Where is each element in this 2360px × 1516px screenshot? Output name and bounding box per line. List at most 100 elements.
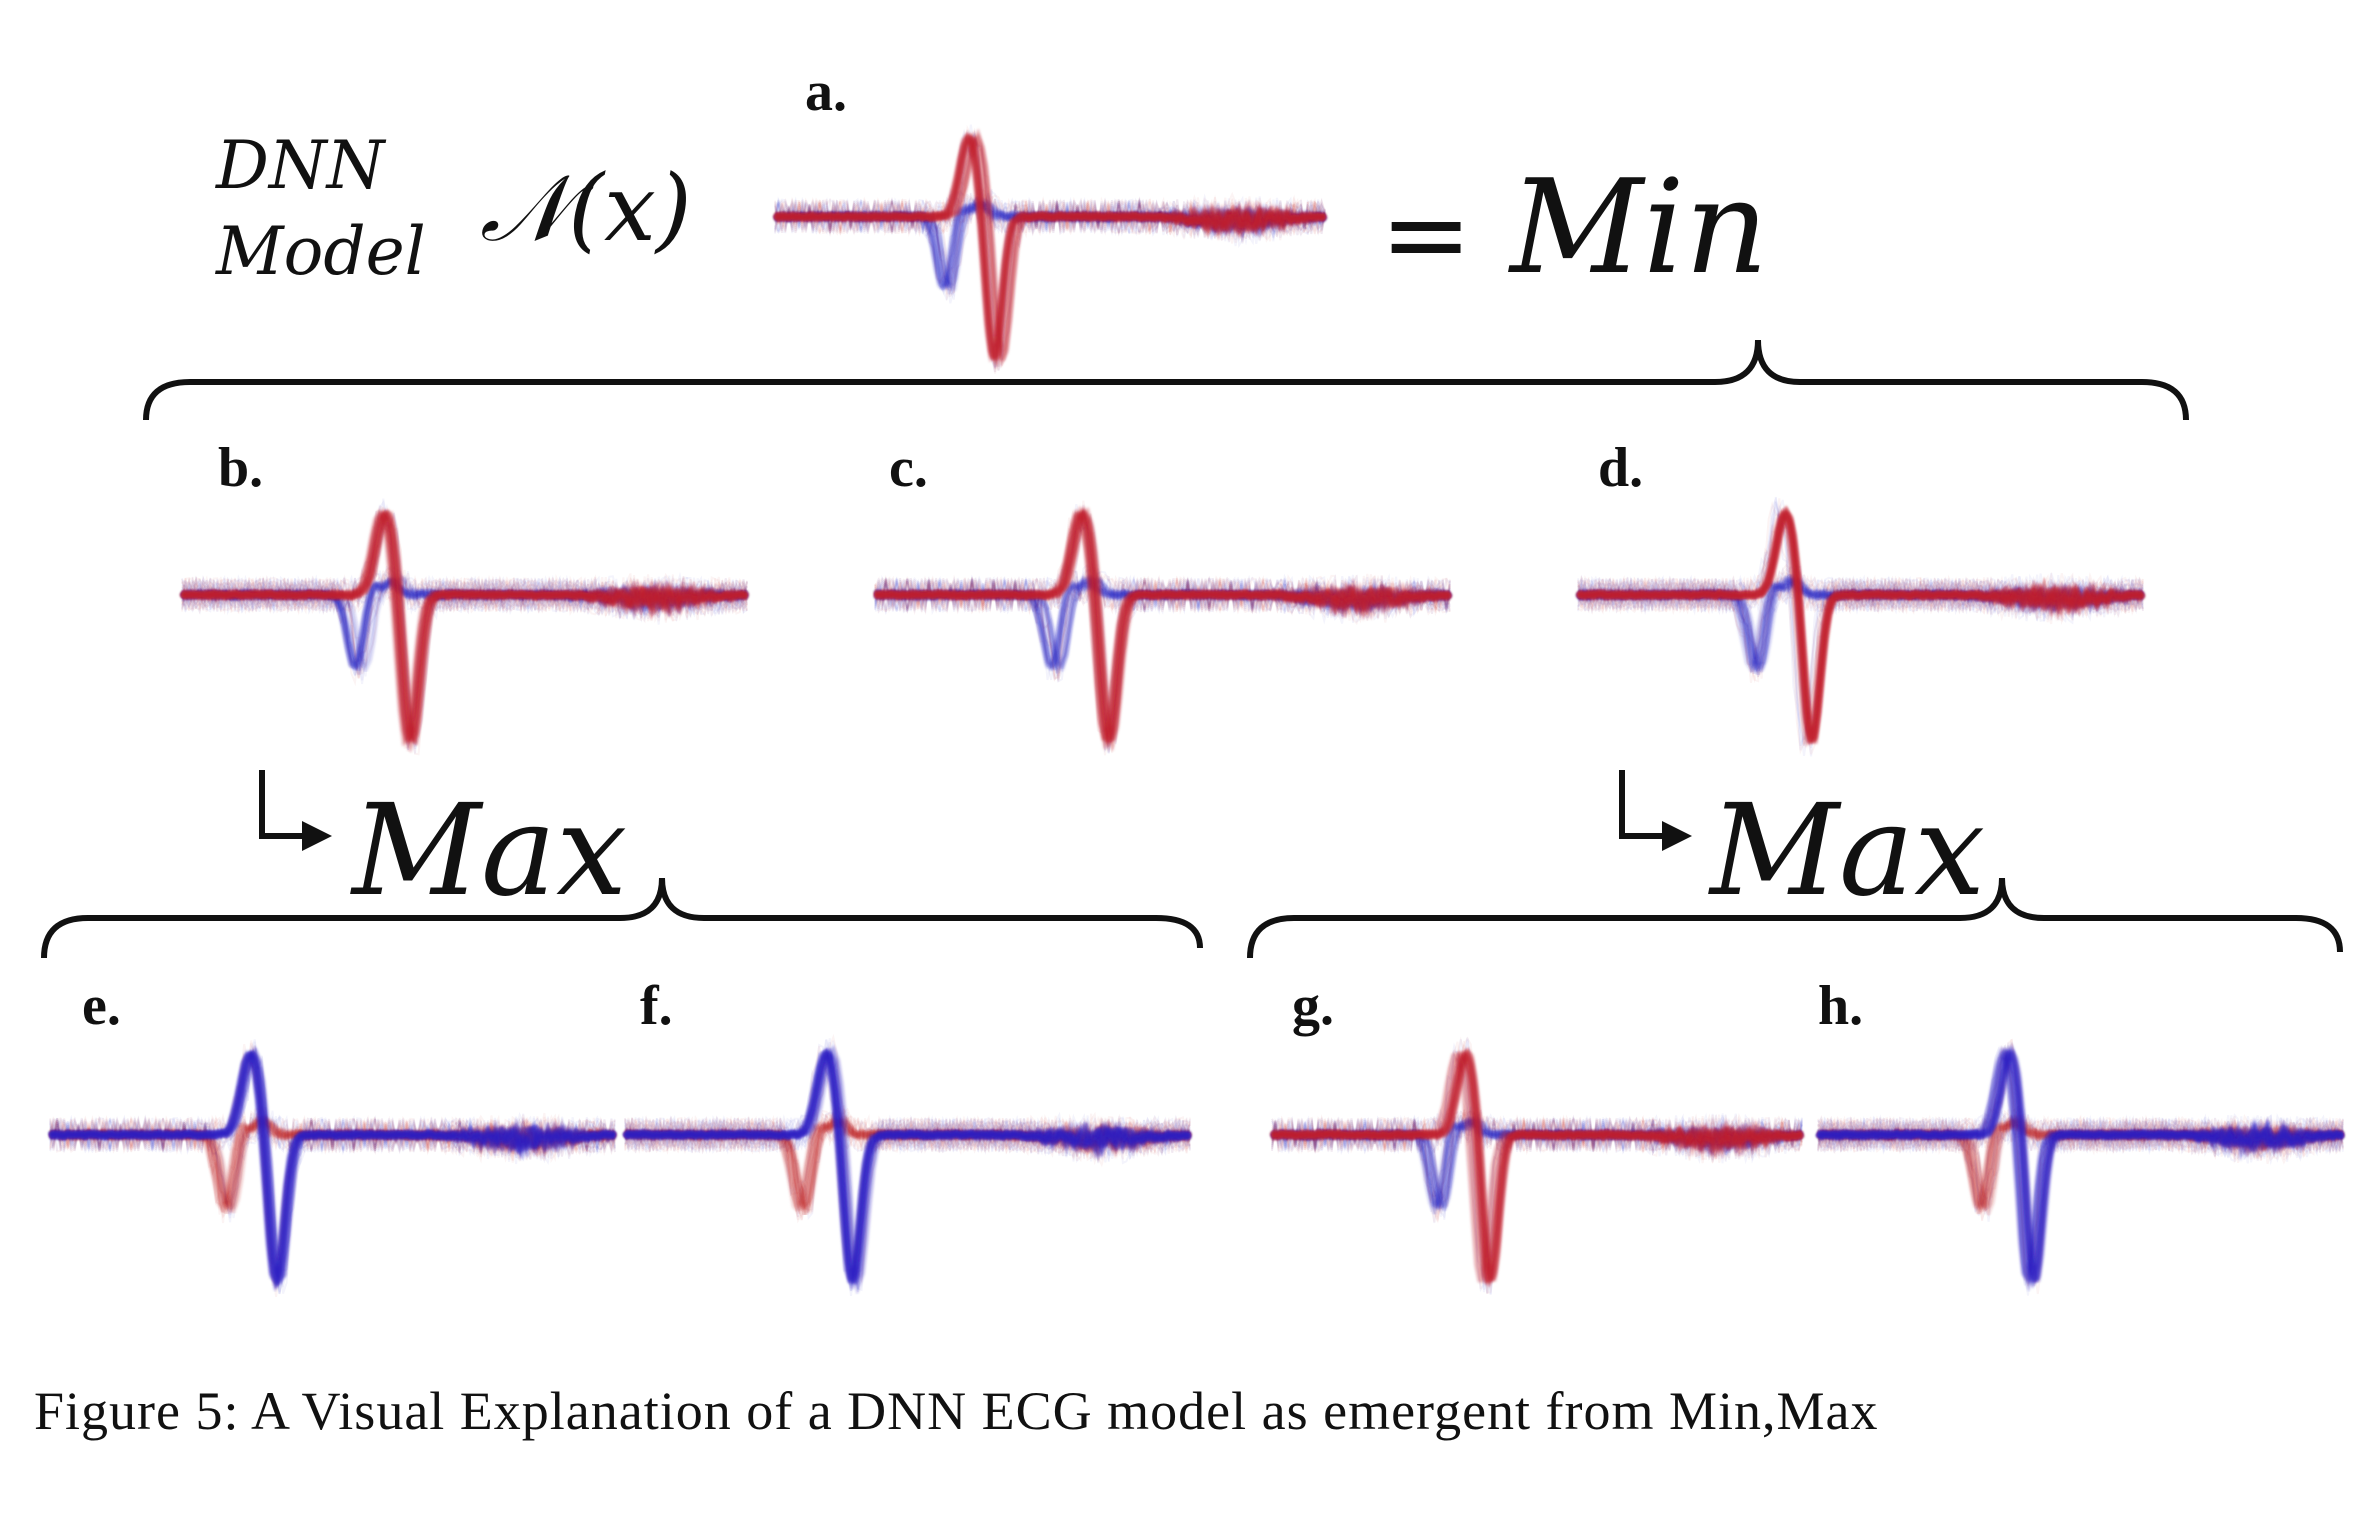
faint-trace	[1577, 499, 2144, 757]
faint-trace	[1271, 1040, 1803, 1294]
faint-trace	[1577, 507, 2144, 734]
faint-trace	[181, 499, 748, 750]
faint-trace	[874, 504, 1451, 745]
main-trace	[48, 1051, 616, 1293]
faint-trace	[774, 132, 1326, 371]
main-trace	[48, 1052, 616, 1289]
main-trace	[1815, 1050, 2344, 1283]
faint-trace	[49, 1052, 616, 1286]
formula-min: Min	[1508, 151, 1768, 303]
faint-trace	[774, 133, 1326, 373]
faint-trace	[874, 503, 1451, 751]
faint-trace	[1817, 1045, 2344, 1296]
faint-trace	[1271, 1044, 1803, 1295]
faint-trace	[624, 1053, 1191, 1291]
faint-trace	[624, 1049, 1191, 1297]
faint-trace	[1817, 1052, 2344, 1280]
faint-trace	[774, 133, 1326, 369]
panel-label-f: f.	[640, 975, 673, 1037]
faint-trace	[624, 1043, 1191, 1286]
formula-equals: =	[1380, 170, 1472, 298]
formula-function: 𝒩(x)	[480, 155, 692, 262]
main-trace	[179, 509, 747, 741]
faint-trace	[874, 516, 1451, 754]
faint-trace	[1817, 1038, 2344, 1284]
faint-trace	[1817, 1043, 2344, 1287]
faint-trace	[1271, 1055, 1803, 1294]
main-trace	[1576, 512, 2145, 743]
faint-trace	[49, 1040, 616, 1290]
faint-trace	[49, 1044, 616, 1286]
faint-trace	[774, 132, 1326, 373]
main-trace	[180, 511, 749, 746]
main-trace	[623, 1048, 1191, 1282]
faint-trace	[1577, 574, 2144, 673]
main-trace	[874, 505, 1452, 742]
faint-trace	[1817, 1052, 2344, 1282]
faint-trace	[874, 512, 1451, 750]
panel-c: c.	[873, 437, 1453, 756]
faint-trace	[49, 1053, 616, 1278]
main-trace	[774, 133, 1326, 361]
faint-trace	[49, 1051, 616, 1294]
faint-trace	[49, 1059, 616, 1265]
main-trace	[774, 128, 1325, 368]
main-trace	[874, 507, 1452, 742]
faint-trace	[1817, 1053, 2344, 1278]
faint-trace	[181, 521, 748, 746]
main-trace	[874, 511, 1451, 751]
faint-trace	[874, 512, 1451, 742]
faint-trace	[624, 1061, 1191, 1290]
panel-h: h.	[1815, 975, 2346, 1296]
max-label-left: Max	[350, 777, 627, 924]
faint-trace	[1271, 1107, 1803, 1203]
faint-trace	[181, 504, 748, 730]
faint-trace	[774, 128, 1326, 368]
faint-trace	[874, 570, 1451, 681]
faint-trace	[181, 510, 748, 756]
main-trace	[1271, 1048, 1804, 1287]
main-trace	[624, 1051, 1192, 1290]
brace-top	[143, 339, 2189, 421]
main-trace	[1271, 1050, 1804, 1286]
panel-label-d: d.	[1598, 437, 1643, 499]
faint-trace	[1577, 498, 2144, 745]
main-trace	[49, 1051, 617, 1286]
panel-b: b.	[179, 437, 750, 756]
faint-trace	[49, 1041, 616, 1295]
faint-trace	[181, 523, 748, 731]
panel-d: d.	[1575, 437, 2146, 757]
main-trace	[1576, 508, 2145, 744]
faint-trace	[1817, 1056, 2344, 1285]
main-trace	[623, 1050, 1191, 1285]
main-trace	[774, 136, 1326, 366]
main-trace	[623, 1044, 1192, 1295]
faint-trace	[1577, 526, 2144, 746]
main-trace	[773, 131, 1327, 360]
panel-label-c: c.	[889, 437, 928, 499]
faint-trace	[774, 137, 1326, 374]
figure-caption: Figure 5: A Visual Explanation of a DNN …	[34, 1381, 1879, 1441]
brace-right	[1247, 877, 2343, 959]
main-trace	[1270, 1047, 1803, 1283]
faint-trace	[1577, 509, 2144, 740]
main-trace	[181, 509, 748, 746]
panel-g: g.	[1269, 975, 1805, 1295]
faint-trace	[49, 1105, 616, 1214]
main-trace	[1576, 509, 2146, 744]
faint-trace	[774, 129, 1326, 370]
faint-trace	[1577, 511, 2144, 744]
main-trace	[180, 508, 748, 747]
faint-trace	[181, 503, 748, 747]
faint-trace	[1577, 503, 2144, 737]
faint-trace	[1577, 513, 2144, 740]
faint-trace	[49, 1061, 616, 1293]
faint-trace	[1577, 501, 2144, 747]
main-trace	[623, 1048, 1192, 1284]
faint-trace	[1271, 1037, 1803, 1295]
faint-trace	[1577, 500, 2144, 755]
faint-trace	[1271, 1049, 1803, 1290]
main-trace	[1816, 1043, 2345, 1288]
main-trace	[773, 132, 1327, 363]
panel-label-b: b.	[218, 437, 263, 499]
